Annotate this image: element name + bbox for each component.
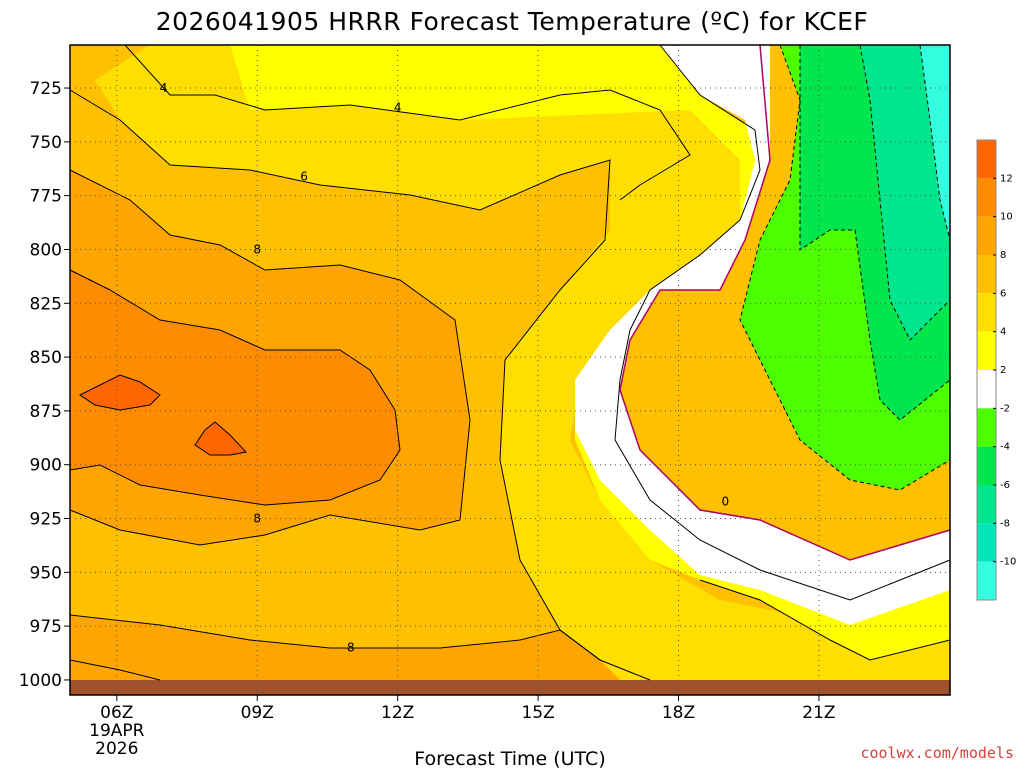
colorbar-swatch (977, 216, 996, 255)
colorbar-tick-label: -4 (1000, 442, 1010, 453)
plot-border (69, 44, 951, 696)
contour-neg4 (799, 45, 951, 421)
plot-area: 4 4 6 8 8 8 0 (69, 44, 951, 696)
contour-label: 8 (347, 641, 355, 655)
contour-neg8 (919, 44, 951, 241)
band-12-14-a (79, 374, 161, 411)
colorbar-tick-label: 12 (1000, 173, 1013, 184)
colorbar-swatch (977, 370, 996, 409)
y-tick-label: 850 (30, 348, 62, 368)
y-tick-label: 975 (30, 617, 62, 637)
contour-label: 6 (300, 169, 308, 183)
colorbar-tick-label: 10 (1000, 212, 1013, 223)
colorbar-swatch (977, 523, 996, 562)
band-8-10-low (70, 615, 620, 680)
gridlines (70, 45, 950, 695)
band-12-14-b (194, 421, 247, 456)
contour-label: 4 (394, 100, 402, 114)
x-tick-label: 12Z (381, 703, 414, 723)
contour-10-low (69, 659, 161, 681)
contour-8 (69, 169, 471, 546)
y-tick-label: 775 (30, 187, 62, 207)
colorbar-swatch (977, 485, 996, 524)
colorbar-tick-label: -2 (1000, 403, 1010, 414)
colorbar-tick-label: 2 (1000, 365, 1006, 376)
contour-label: 8 (253, 242, 261, 256)
y-tick-label: 750 (30, 133, 62, 153)
band-4-6 (95, 45, 950, 695)
x-tick-label: 15Z (521, 703, 554, 723)
contour-labels: 4 4 6 8 8 8 0 (160, 81, 729, 655)
colorbar-swatch (977, 140, 996, 179)
band-neg8-neg10 (920, 45, 950, 240)
colorbar-swatch (977, 293, 996, 332)
colorbar-swatch (977, 178, 996, 217)
band-neg6-neg8 (860, 45, 950, 340)
colorbar-tick-label: -8 (1000, 518, 1010, 529)
colorbar-tick-label: 8 (1000, 250, 1006, 261)
x-tick-label: 18Z (662, 703, 695, 723)
y-tick-label: 950 (30, 563, 62, 583)
ground-surface (70, 680, 950, 695)
contour-lines (69, 44, 951, 681)
contour-label: 4 (160, 81, 168, 95)
x-date-label: 19APR (89, 721, 145, 741)
colorbar-swatch (977, 331, 996, 370)
y-tick-label: 725 (30, 79, 62, 99)
negative-contours (739, 44, 951, 491)
y-tick-label: 1000 (19, 671, 62, 691)
colorbar-swatch (977, 446, 996, 485)
contour-neg6 (859, 44, 951, 341)
y-tick-label: 875 (30, 402, 62, 422)
x-tick-label: 21Z (802, 703, 835, 723)
colorbar-tick-label: 6 (1000, 288, 1006, 299)
x-axis-label: Forecast Time (UTC) (414, 748, 605, 768)
contour-label: 0 (721, 494, 729, 508)
contour-neg2 (739, 44, 951, 491)
credit-text: coolwx.com/models (860, 744, 1014, 762)
chart-title: 2026041905 HRRR Forecast Temperature (ºC… (156, 7, 869, 36)
colorbar-swatch (977, 255, 996, 294)
colorbar-tick-label: -10 (1000, 557, 1016, 568)
y-tick-label: 825 (30, 294, 62, 314)
y-tick-label: 800 (30, 240, 62, 260)
band-10-12 (70, 270, 400, 505)
x-tick-label: 09Z (241, 703, 274, 723)
y-tick-label: 900 (30, 456, 62, 476)
colorbar-swatch (977, 561, 996, 600)
contour-6 (69, 89, 651, 681)
x-tick-label: 06Z (100, 703, 133, 723)
colorbar-tick-label: 4 (1000, 327, 1006, 338)
y-tick-label: 925 (30, 510, 62, 530)
colorbar-tick-label: -6 (1000, 480, 1010, 491)
y-axis: 725 750 775 800 825 850 875 900 925 950 975 1000 (19, 79, 70, 691)
x-date-label: 2026 (95, 739, 138, 759)
contour-0 (619, 44, 951, 561)
band-0-2 (575, 45, 950, 625)
contour-label: 8 (253, 512, 261, 526)
contour-4-right (699, 579, 951, 661)
contour-2 (614, 44, 951, 601)
colorbar-swatch (977, 408, 996, 447)
contour-8-low (69, 614, 601, 661)
contour-4 (124, 44, 691, 201)
colorbar: 12 10 8 6 4 2 -2 -4 -6 -8 -10 (976, 139, 1016, 601)
